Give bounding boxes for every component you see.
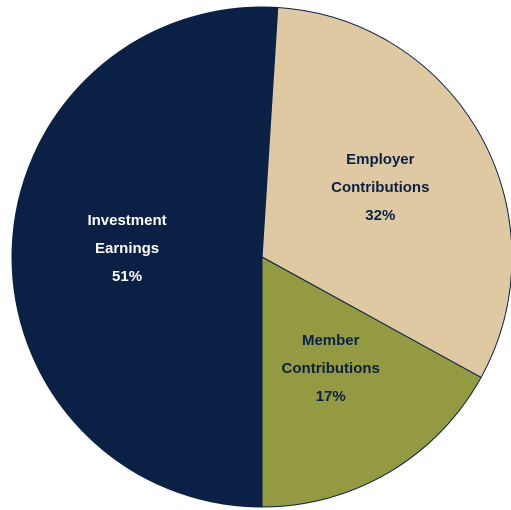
slice-value-label: 51% — [112, 268, 142, 285]
slice-label: Employer Contributions — [331, 151, 429, 196]
slice-value-label: 17% — [316, 388, 346, 405]
pie-slice — [11, 6, 279, 508]
slice-value-label: 32% — [365, 207, 395, 224]
slice-label: Member Contributions — [282, 332, 380, 377]
pie-slice — [261, 6, 511, 379]
slice-label: Investment Earnings — [87, 212, 166, 257]
pie-slice — [261, 256, 482, 508]
